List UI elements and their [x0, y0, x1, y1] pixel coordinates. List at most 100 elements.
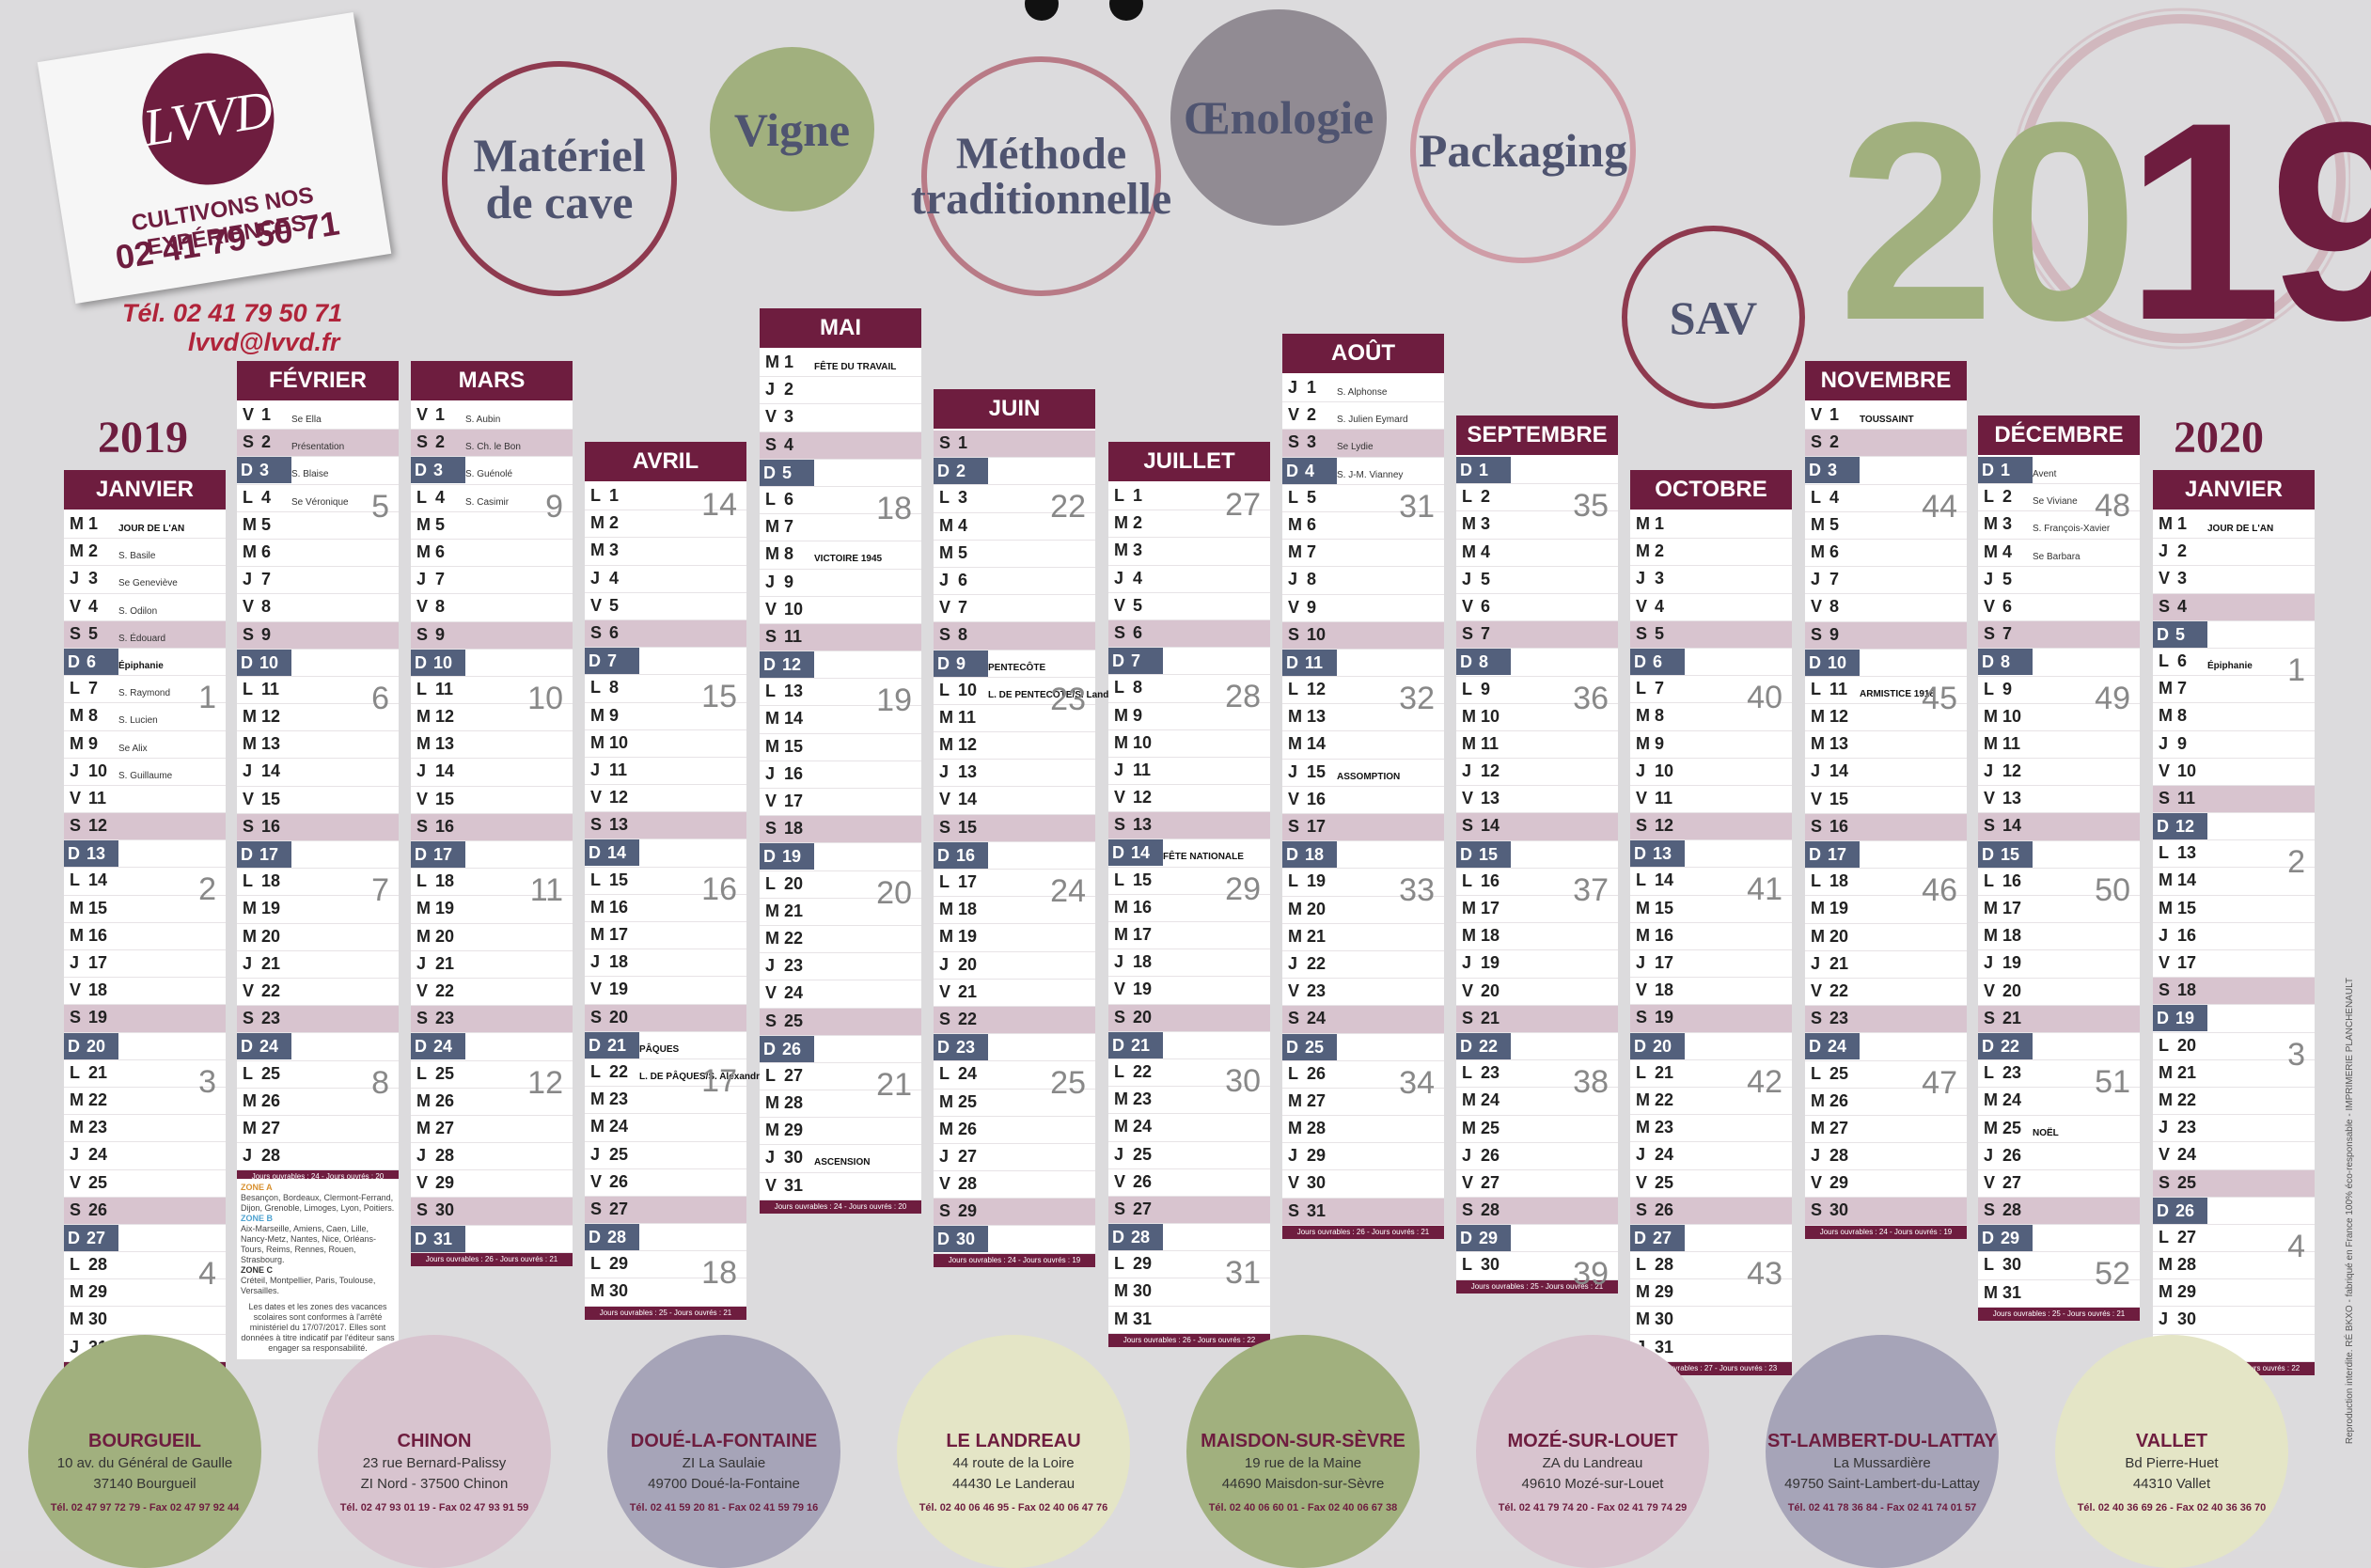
day-row[interactable]: D 24: [1805, 1033, 1967, 1061]
day-row[interactable]: L 4 Se Véronique 5: [237, 485, 399, 525]
day-row[interactable]: L 20 20: [760, 871, 921, 911]
day-row[interactable]: S 16: [411, 813, 573, 841]
day-row[interactable]: L 3 22: [934, 485, 1095, 525]
day-row[interactable]: L 2 35: [1456, 484, 1618, 524]
day-row[interactable]: D 27: [1630, 1224, 1792, 1253]
day-row[interactable]: D 24: [237, 1033, 399, 1061]
day-row[interactable]: M 26: [934, 1117, 1095, 1144]
day-row[interactable]: M 29: [2153, 1279, 2315, 1308]
day-row[interactable]: D 17: [237, 841, 399, 870]
day-row[interactable]: L 4 S. Casimir 9: [411, 485, 573, 525]
day-row[interactable]: S 19: [64, 1005, 226, 1033]
day-row[interactable]: S 22: [934, 1006, 1095, 1035]
day-row[interactable]: D 19: [2153, 1005, 2315, 1033]
day-row[interactable]: L 9 36: [1456, 677, 1618, 716]
day-row[interactable]: D 18: [1282, 841, 1444, 870]
day-row[interactable]: M 24: [1108, 1114, 1270, 1142]
day-row[interactable]: M 21: [760, 899, 921, 926]
day-row[interactable]: L 4 44: [1805, 485, 1967, 525]
day-row[interactable]: M 2 S. Basile: [64, 539, 226, 567]
day-row[interactable]: J 28: [411, 1143, 573, 1171]
day-row[interactable]: M 15: [1630, 896, 1792, 923]
day-row[interactable]: V 11: [1630, 786, 1792, 814]
day-row[interactable]: D 31: [411, 1225, 573, 1253]
day-row[interactable]: V 1 S. Aubin: [411, 402, 573, 431]
day-row[interactable]: S 2 Présentation: [237, 430, 399, 458]
day-row[interactable]: J 30: [2153, 1307, 2315, 1335]
agency-name[interactable]: DOUÉ-LA-FONTAINE: [630, 1431, 818, 1451]
day-row[interactable]: V 16: [1282, 787, 1444, 814]
day-row[interactable]: L 27 4: [2153, 1225, 2315, 1264]
day-row[interactable]: M 15: [760, 734, 921, 761]
day-row[interactable]: S 23: [1805, 1006, 1967, 1034]
day-row[interactable]: L 30 52: [1978, 1252, 2140, 1292]
day-row[interactable]: D 10: [411, 649, 573, 677]
day-row[interactable]: S 27: [1108, 1196, 1270, 1225]
day-row[interactable]: L 8 28: [1108, 675, 1270, 714]
day-row[interactable]: L 13 19: [760, 679, 921, 718]
day-row[interactable]: D 14: [585, 839, 746, 868]
day-row[interactable]: V 18: [64, 978, 226, 1006]
day-row[interactable]: L 9 49: [1978, 677, 2140, 716]
day-row[interactable]: S 12: [64, 813, 226, 841]
day-row[interactable]: V 15: [237, 787, 399, 814]
agency-name[interactable]: MOZÉ-SUR-LOUET: [1507, 1431, 1678, 1451]
day-row[interactable]: M 11: [934, 705, 1095, 733]
day-row[interactable]: D 10: [237, 649, 399, 677]
day-row[interactable]: L 28 43: [1630, 1252, 1792, 1292]
day-row[interactable]: L 15 29: [1108, 868, 1270, 907]
day-row[interactable]: V 22: [237, 979, 399, 1007]
day-row[interactable]: J 11: [585, 758, 746, 786]
day-row[interactable]: M 14: [1282, 731, 1444, 760]
day-row[interactable]: J 17: [1630, 950, 1792, 979]
day-row[interactable]: M 19: [934, 924, 1095, 952]
day-row[interactable]: M 13: [237, 731, 399, 760]
day-row[interactable]: D 28: [1108, 1224, 1270, 1252]
day-row[interactable]: S 15: [934, 814, 1095, 842]
day-row[interactable]: L 19 33: [1282, 869, 1444, 908]
day-row[interactable]: L 23 51: [1978, 1060, 2140, 1100]
day-row[interactable]: M 8 VICTOIRE 1945: [760, 541, 921, 570]
day-row[interactable]: J 19: [1978, 950, 2140, 979]
category-bubble[interactable]: [1622, 226, 1805, 409]
day-row[interactable]: D 28: [585, 1224, 746, 1252]
day-row[interactable]: M 12: [411, 704, 573, 732]
day-row[interactable]: M 14: [2153, 868, 2315, 896]
day-row[interactable]: M 31: [1978, 1280, 2140, 1308]
day-row[interactable]: M 12: [237, 704, 399, 732]
day-row[interactable]: M 20: [237, 924, 399, 951]
day-row[interactable]: M 17: [1456, 896, 1618, 924]
day-row[interactable]: M 4 Se Barbara: [1978, 540, 2140, 567]
day-row[interactable]: S 28: [1978, 1198, 2140, 1226]
day-row[interactable]: L 18 46: [1805, 869, 1967, 908]
day-row[interactable]: M 28: [2153, 1252, 2315, 1280]
day-row[interactable]: V 12: [585, 785, 746, 813]
day-row[interactable]: D 17: [1805, 841, 1967, 870]
day-row[interactable]: S 30: [1805, 1198, 1967, 1226]
